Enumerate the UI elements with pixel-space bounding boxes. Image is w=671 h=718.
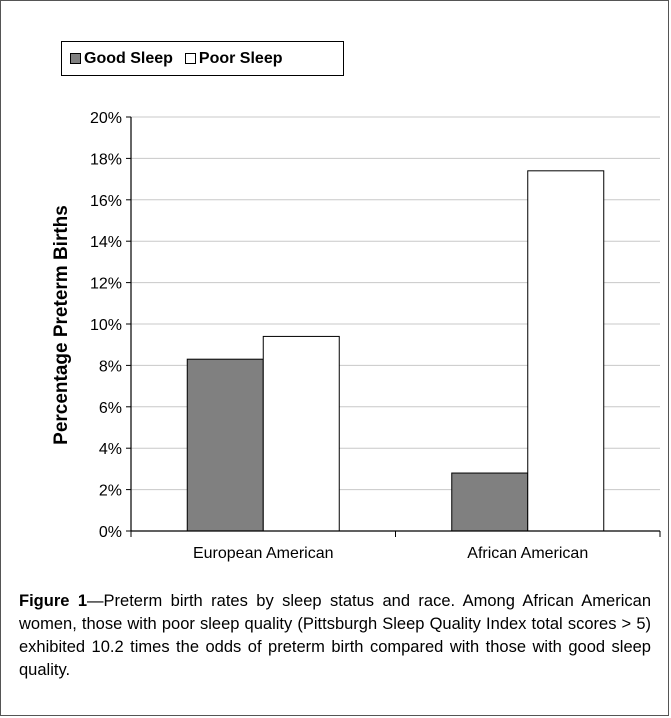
y-axis-title: Percentage Preterm Births <box>51 205 72 445</box>
bar-poor-sleep <box>262 335 340 532</box>
y-tick-label: 2% <box>99 483 122 500</box>
legend-item-good-sleep: Good Sleep <box>70 50 173 68</box>
legend-label-good-sleep: Good Sleep <box>84 49 173 67</box>
axes <box>126 116 661 537</box>
bars <box>186 170 605 532</box>
bar-good-sleep <box>186 358 264 532</box>
y-tick-label: 6% <box>99 400 122 417</box>
y-tick-label: 18% <box>90 151 122 168</box>
x-category-label: European American <box>193 545 334 562</box>
y-tick-label: 12% <box>90 276 122 293</box>
labels: 0% 2% 4% 6% 8% 10% 12% 14% 16% 18% 20% European Ame… <box>90 110 588 562</box>
legend-label-poor-sleep: Poor Sleep <box>198 49 283 67</box>
y-tick-label: 10% <box>90 317 122 334</box>
y-tick-label: 16% <box>90 193 122 210</box>
y-tick-label: 20% <box>90 110 122 127</box>
legend-item-poor-sleep: Poor Sleep <box>184 49 283 68</box>
legend-swatch-poor-sleep <box>184 53 196 64</box>
legend-swatch-good-sleep <box>70 53 81 64</box>
y-tick-label: 14% <box>90 234 122 251</box>
bar-chart: 0% 2% 4% 6% 8% 10% 12% 14% 16% 18% 20% European Ame… <box>51 110 661 562</box>
chart-legend: Good Sleep Poor Sleep <box>61 41 344 76</box>
y-tick-label: 4% <box>99 441 122 458</box>
bar-poor-sleep <box>527 170 605 532</box>
caption-label: Figure 1 <box>19 592 88 610</box>
y-tick-label: 8% <box>99 358 122 375</box>
x-category-label: African American <box>467 545 588 562</box>
caption-text: —Preterm birth rates by sleep status and… <box>19 592 651 679</box>
bar-good-sleep <box>451 472 529 532</box>
y-tick-label: 0% <box>99 524 122 541</box>
figure-caption: Figure 1—Preterm birth rates by sleep st… <box>19 590 651 682</box>
